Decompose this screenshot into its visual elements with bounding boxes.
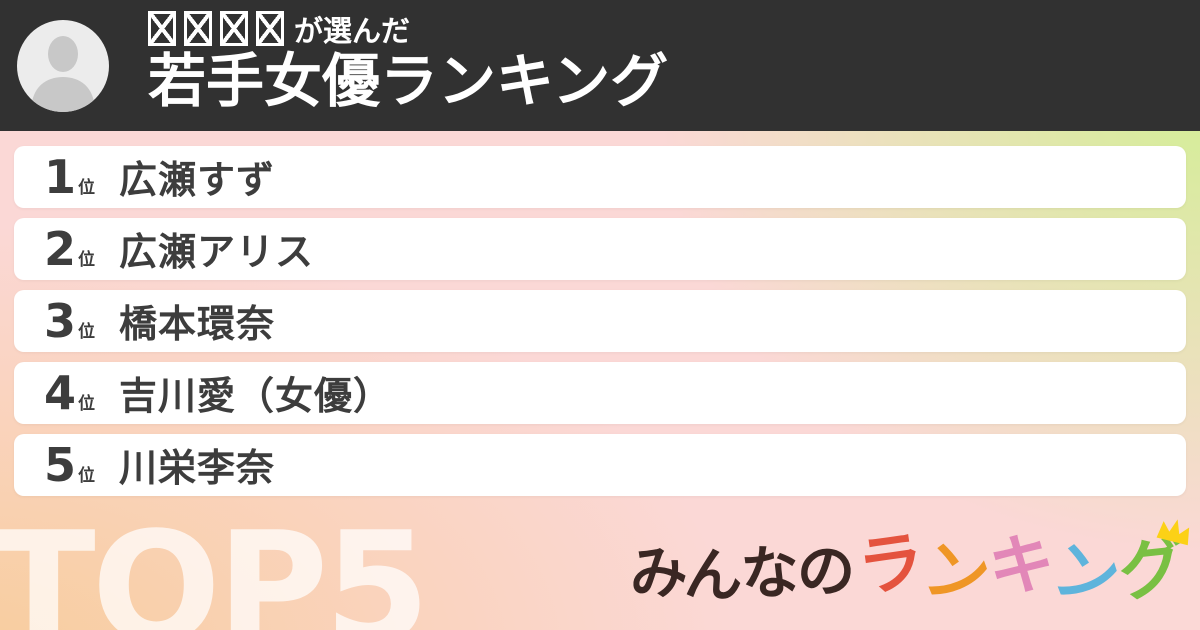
card-header: が選んだ 若手女優ランキング [0, 0, 1200, 131]
entry-name: 川栄李奈 [119, 446, 276, 490]
rank-suffix: 位 [78, 394, 96, 414]
rank-suffix: 位 [78, 178, 96, 198]
rank-number: 5 [44, 438, 77, 492]
ranking-row[interactable]: 3 位 橋本環奈 [14, 290, 1186, 352]
byline-label: が選んだ [294, 13, 411, 48]
ranking-row-line: 1 位 広瀬すず [44, 154, 275, 200]
ranking-row-line: 2 位 広瀬アリス [44, 226, 314, 272]
entry-name: 広瀬すず [119, 158, 276, 202]
logo-colored: ランキング [853, 519, 1190, 619]
logo-char: ん [682, 539, 744, 611]
rank-suffix: 位 [78, 322, 96, 342]
missing-glyph-box [148, 11, 176, 46]
entry-name: 吉川愛（女優） [119, 374, 393, 418]
ranking-row[interactable]: 1 位 広瀬すず [14, 146, 1186, 208]
logo-char: ン [1045, 530, 1126, 619]
top5-watermark: TOP5 [0, 499, 430, 630]
ranking-row[interactable]: 2 位 広瀬アリス [14, 218, 1186, 280]
logo-prefix: みんなの [625, 535, 856, 611]
logo-char: の [794, 534, 857, 608]
logo-char: み [625, 536, 689, 610]
entry-name: 広瀬アリス [119, 230, 315, 274]
logo-char: ラ [853, 521, 929, 608]
ranking-list: 1 位 広瀬すず 2 位 広瀬アリス 3 位 橋本環奈 4 位 [14, 146, 1186, 506]
brand-logo[interactable]: みんなの ランキング [625, 519, 1190, 619]
missing-glyph-box [256, 11, 284, 46]
crown-icon [1156, 519, 1190, 546]
ranking-row-line: 3 位 橋本環奈 [44, 298, 275, 344]
missing-glyph-box [220, 11, 248, 46]
ranking-row-line: 4 位 吉川愛（女優） [44, 370, 392, 416]
logo-char: キ [985, 524, 1057, 607]
ranking-row[interactable]: 4 位 吉川愛（女優） [14, 362, 1186, 424]
rank-suffix: 位 [78, 466, 96, 486]
rank-number: 3 [44, 294, 77, 348]
entry-name: 橋本環奈 [119, 302, 276, 346]
ranking-row-line: 5 位 川栄李奈 [44, 442, 275, 488]
page-title: 若手女優ランキング [148, 47, 669, 115]
rank-number: 4 [44, 366, 77, 420]
logo-char: な [738, 537, 800, 609]
ranking-row[interactable]: 5 位 川栄李奈 [14, 434, 1186, 496]
byline-tofu [148, 11, 292, 51]
missing-glyph-box [184, 11, 212, 46]
rank-number: 2 [44, 222, 77, 276]
logo-char: ン [917, 529, 995, 618]
rank-suffix: 位 [78, 250, 96, 270]
byline: が選んだ [148, 11, 410, 51]
rank-number: 1 [44, 150, 77, 204]
avatar [17, 20, 109, 112]
person-silhouette-icon [31, 36, 95, 112]
